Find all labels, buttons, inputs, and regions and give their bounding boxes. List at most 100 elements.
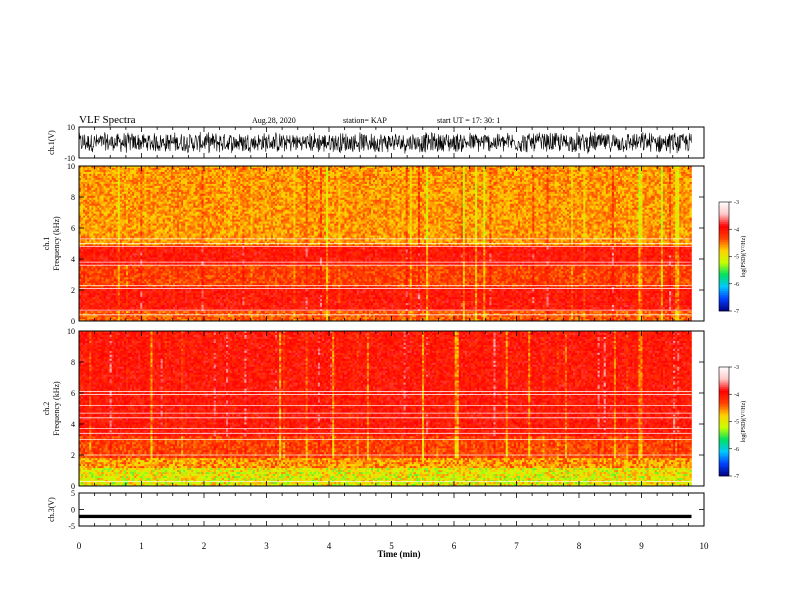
spectrogram-cell — [502, 192, 504, 194]
spectrogram-cell — [169, 174, 171, 176]
spectrogram-cell — [222, 170, 224, 172]
spectrogram-cell — [167, 186, 169, 188]
spectrogram-cell — [238, 168, 240, 170]
spectrogram-cell — [534, 176, 536, 178]
spectrogram-cell — [555, 168, 557, 170]
spectrogram-cell — [277, 176, 279, 178]
spectrogram-cell — [608, 178, 610, 180]
spectrogram-cell — [93, 188, 95, 190]
spectrogram-cell — [314, 186, 316, 188]
spectrogram-cell — [308, 170, 310, 172]
spectrogram-cell — [118, 178, 120, 180]
spectrogram-cell — [242, 172, 244, 174]
spectrogram-cell — [673, 172, 675, 174]
spectrogram-cell — [640, 178, 642, 180]
spectrogram-cell — [406, 186, 408, 188]
spectrogram-cell — [416, 170, 418, 172]
spectrogram-cell — [451, 184, 453, 186]
spectrogram-cell — [285, 174, 287, 176]
spectrogram-cell — [171, 178, 173, 180]
spectrogram-cell — [645, 170, 647, 172]
spectrogram-cell — [473, 190, 475, 192]
spectrogram-cell — [428, 174, 430, 176]
spectrogram-cell — [463, 190, 465, 192]
spectrogram-cell — [161, 176, 163, 178]
spectrogram-cell — [545, 178, 547, 180]
spectrogram-cell — [624, 180, 626, 182]
spectrogram-cell — [185, 180, 187, 182]
spectrogram-cell — [522, 186, 524, 188]
spectrogram-cell — [571, 188, 573, 190]
spectrogram-cell — [632, 172, 634, 174]
spectrogram-cell — [124, 192, 126, 194]
spectrogram-cell — [545, 182, 547, 184]
spectrogram-cell — [424, 174, 426, 176]
spectrogram-cell — [610, 176, 612, 178]
spectrogram-cell — [600, 172, 602, 174]
spectrogram-cell — [530, 182, 532, 184]
spectrogram-cell — [328, 182, 330, 184]
spectrogram-cell — [400, 168, 402, 170]
spectrogram-cell — [659, 180, 661, 182]
spectrogram-cell — [273, 192, 275, 194]
spectrogram-cell — [628, 176, 630, 178]
spectrogram-cell — [210, 168, 212, 170]
spectrogram-cell — [169, 170, 171, 172]
spectrogram-cell — [353, 180, 355, 182]
spectrogram-cell — [310, 180, 312, 182]
spectrogram-cell — [248, 190, 250, 192]
spectrogram-cell — [600, 188, 602, 190]
spectrogram-cell — [555, 190, 557, 192]
spectrogram-cell — [638, 174, 640, 176]
spectrogram-cell — [522, 178, 524, 180]
spectrogram-cell — [389, 180, 391, 182]
spectrogram-cell — [502, 180, 504, 182]
spectrogram-cell — [667, 176, 669, 178]
spectrogram-cell — [289, 170, 291, 172]
spectrogram-cell — [538, 180, 540, 182]
spectrogram-cell — [596, 188, 598, 190]
spectrogram-cell — [400, 190, 402, 192]
spectrogram-cell — [220, 168, 222, 170]
spectrogram-cell — [251, 188, 253, 190]
spectrogram-cell — [510, 176, 512, 178]
spectrogram-cell — [312, 178, 314, 180]
spectrogram-cell — [504, 174, 506, 176]
spectrogram-cell — [563, 184, 565, 186]
spectrogram-cell — [236, 188, 238, 190]
spectrogram-cell — [293, 180, 295, 182]
spectrogram-cell — [428, 176, 430, 178]
spectrogram-cell — [426, 180, 428, 182]
spectrogram-cell — [101, 186, 103, 188]
spectrogram-cell — [110, 170, 112, 172]
spectrogram-cell — [263, 176, 265, 178]
spectrogram-cell — [314, 168, 316, 170]
spectrogram-cell — [630, 184, 632, 186]
spectrogram-cell — [424, 186, 426, 188]
spectrogram-cell — [330, 182, 332, 184]
spectrogram-cell — [126, 188, 128, 190]
spectrogram-cell — [293, 186, 295, 188]
spectrogram-cell — [228, 184, 230, 186]
spectrogram-cell — [514, 180, 516, 182]
spectrogram-cell — [155, 186, 157, 188]
spectrogram-cell — [255, 176, 257, 178]
spectrogram-cell — [585, 168, 587, 170]
spectrogram-cell — [257, 176, 259, 178]
spectrogram-cell — [289, 168, 291, 170]
spectrogram-cell — [496, 172, 498, 174]
spectrogram-cell — [583, 178, 585, 180]
spectrogram-cell — [416, 172, 418, 174]
spectrogram-cell — [669, 184, 671, 186]
spectrogram-cell — [587, 186, 589, 188]
spectrogram-cell — [471, 170, 473, 172]
spectrogram-cell — [87, 174, 89, 176]
spectrogram-cell — [673, 176, 675, 178]
spectrogram-cell — [598, 182, 600, 184]
spectrogram-cell — [481, 184, 483, 186]
spectrogram-cell — [469, 176, 471, 178]
spectrogram-cell — [438, 174, 440, 176]
spectrogram-cell — [261, 174, 263, 176]
spectrogram-cell — [414, 174, 416, 176]
spectrogram-cell — [187, 174, 189, 176]
